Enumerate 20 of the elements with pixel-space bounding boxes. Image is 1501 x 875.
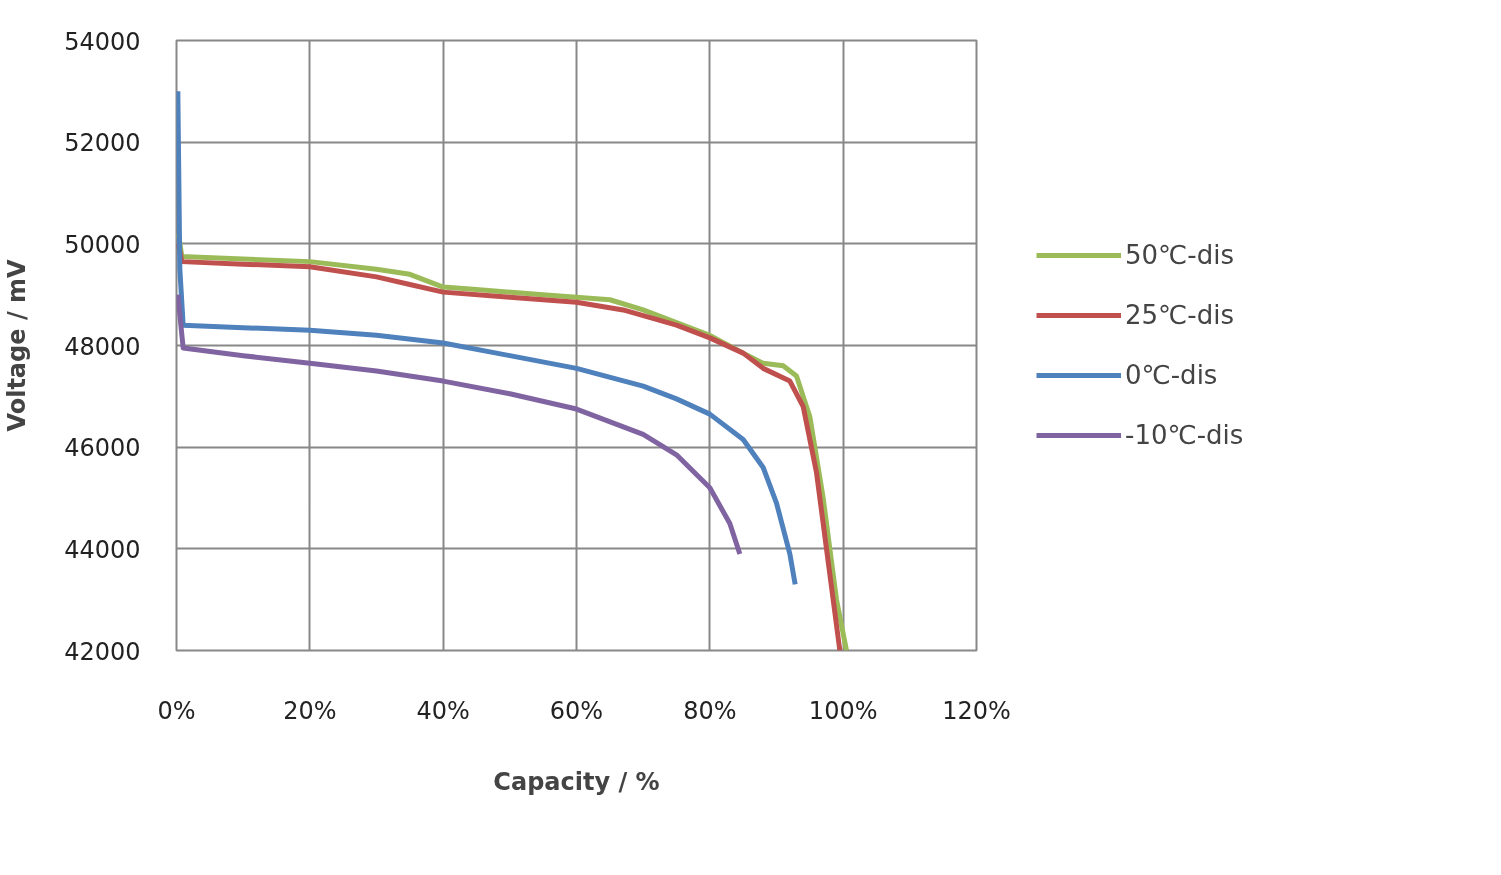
y-tick-label: 52000 <box>64 129 141 158</box>
y-tick-label: 50000 <box>64 230 141 259</box>
x-tick-label: 80% <box>683 696 737 725</box>
y-tick-label: 54000 <box>64 27 141 56</box>
y-tick-label: 46000 <box>64 434 141 463</box>
x-tick-label: 120% <box>942 696 1011 725</box>
legend-label: 50℃-dis <box>1125 240 1234 270</box>
x-tick-label: 20% <box>283 696 337 725</box>
legend-label: -10℃-dis <box>1125 420 1244 450</box>
x-tick-label: 60% <box>549 696 604 725</box>
legend-label: 0℃-dis <box>1125 360 1218 390</box>
y-tick-label: 48000 <box>64 332 141 361</box>
legend-label: 25℃-dis <box>1125 300 1234 330</box>
y-axis-title: Voltage / mV <box>3 258 32 432</box>
x-tick-label: 100% <box>808 696 878 725</box>
x-tick-label: 40% <box>416 696 470 725</box>
y-tick-label: 44000 <box>64 535 141 564</box>
x-tick-label: 0% <box>157 696 196 725</box>
x-axis-title: Capacity / % <box>493 767 660 796</box>
y-tick-label: 42000 <box>64 637 141 666</box>
